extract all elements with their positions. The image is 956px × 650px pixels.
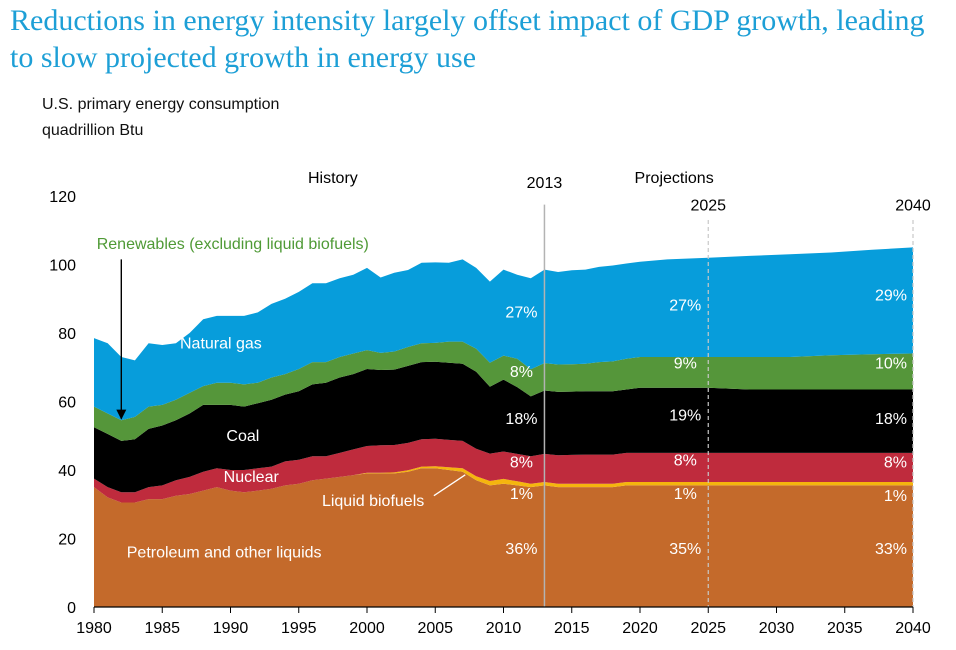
share-label: 10% [875, 355, 907, 372]
share-label: 8% [510, 454, 533, 471]
series-label: Petroleum and other liquids [127, 544, 322, 561]
annotation-projections: Projections [635, 170, 714, 187]
biofuels-leader-line [433, 474, 466, 497]
share-label: 19% [669, 407, 701, 424]
axes: 1980 1985 1990 1995 2000 2005 2010 2015 2020 2025… [49, 189, 931, 637]
y-tick-label: 20 [58, 532, 76, 549]
annotation-2013: 2013 [527, 175, 563, 192]
y-tick-label: 0 [67, 600, 76, 617]
y-tick-label: 100 [49, 258, 76, 275]
x-tick-label: 2025 [690, 620, 726, 637]
share-label: 1% [674, 486, 697, 503]
x-tick-label: 1995 [281, 620, 317, 637]
share-label: 35% [669, 541, 701, 558]
share-label: 27% [669, 298, 701, 315]
x-tick-label: 2005 [417, 620, 453, 637]
series-label: Coal [226, 428, 259, 445]
area-coal [94, 361, 913, 493]
x-tick-label: 2030 [759, 620, 795, 637]
share-label: 36% [505, 541, 537, 558]
area-renewables [94, 341, 913, 441]
annotation-2025: 2025 [690, 197, 726, 214]
share-label: 8% [884, 454, 907, 471]
area-petroleum [94, 468, 913, 607]
share-label: 33% [875, 541, 907, 558]
x-tick-label: 1980 [76, 620, 112, 637]
x-tick-label: 2010 [486, 620, 522, 637]
x-tick-label: 2000 [349, 620, 385, 637]
share-label: 18% [875, 411, 907, 428]
annotation-2040: 2040 [895, 197, 931, 214]
y-axis-label-line1: U.S. primary energy consumption [42, 96, 280, 113]
y-tick-label: 80 [58, 326, 76, 343]
series-label: Liquid biofuels [322, 493, 424, 510]
annotation-history: History [308, 170, 358, 187]
y-tick-label: 60 [58, 395, 76, 412]
y-tick-label: 40 [58, 463, 76, 480]
series-label: Nuclear [224, 469, 280, 486]
y-axis-label-line2: quadrillion Btu [42, 122, 144, 139]
renewables-arrow-head [116, 409, 127, 420]
reference-lines [543, 204, 914, 607]
share-label: 1% [884, 488, 907, 505]
x-tick-label: 2035 [827, 620, 863, 637]
x-tick-label: 1990 [213, 620, 249, 637]
share-label: 9% [674, 355, 697, 372]
share-label: 8% [674, 453, 697, 470]
share-label: 1% [510, 486, 533, 503]
series-label: Renewables (excluding liquid biofuels) [97, 236, 369, 253]
area-biofuels [94, 466, 913, 503]
x-tick-label: 2020 [622, 620, 658, 637]
share-label: 8% [510, 364, 533, 381]
x-tick-label: 1985 [144, 620, 180, 637]
series-label: Natural gas [180, 335, 262, 352]
share-label: 18% [505, 411, 537, 428]
y-tick-label: 120 [49, 189, 76, 206]
x-tick-label: 2015 [554, 620, 590, 637]
share-label: 27% [505, 305, 537, 322]
chart-title: Reductions in energy intensity largely o… [10, 4, 925, 74]
share-label: 29% [875, 287, 907, 304]
x-tick-label: 2040 [895, 620, 931, 637]
annotations: History Projections 2013 2025 2040 Renewables… [97, 170, 931, 561]
